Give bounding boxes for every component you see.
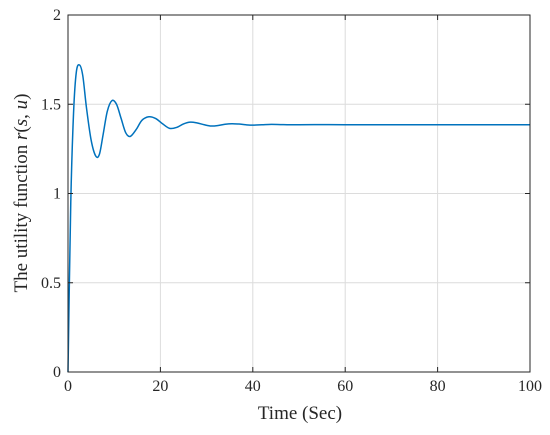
y-axis-label-prefix: The utility function (11, 140, 32, 293)
y-axis-label-close: ) (11, 94, 32, 100)
x-tick-label: 80 (430, 378, 446, 395)
x-tick-label: 20 (152, 378, 168, 395)
grid (68, 15, 530, 372)
x-axis-label: Time (Sec) (258, 403, 342, 424)
x-tick-label: 0 (64, 378, 72, 395)
x-tick-label: 100 (518, 378, 542, 395)
y-axis-label-sep: , (11, 109, 32, 119)
y-tick-labels: 0 0.5 1 1.5 2 (41, 7, 61, 381)
y-axis-label-arg1: s (11, 119, 32, 126)
ticks (67, 14, 531, 373)
series-layer (67, 63, 530, 373)
x-tick-label: 40 (245, 378, 261, 395)
x-tick-label: 60 (337, 378, 353, 395)
y-axis-label: The utility function r(s, u) (11, 94, 32, 293)
y-tick-label: 0.5 (41, 275, 61, 292)
y-tick-label: 2 (53, 7, 61, 24)
y-axis-label-open: ( (11, 126, 32, 132)
y-tick-label: 0 (53, 364, 61, 381)
y-tick-label: 1 (53, 186, 61, 203)
y-axis-label-arg2: u (11, 100, 32, 110)
y-tick-label: 1.5 (41, 96, 61, 113)
y-axis-label-symbol: r (11, 132, 32, 140)
series-line (67, 63, 530, 373)
x-tick-labels: 0 20 40 60 80 100 (64, 378, 542, 395)
